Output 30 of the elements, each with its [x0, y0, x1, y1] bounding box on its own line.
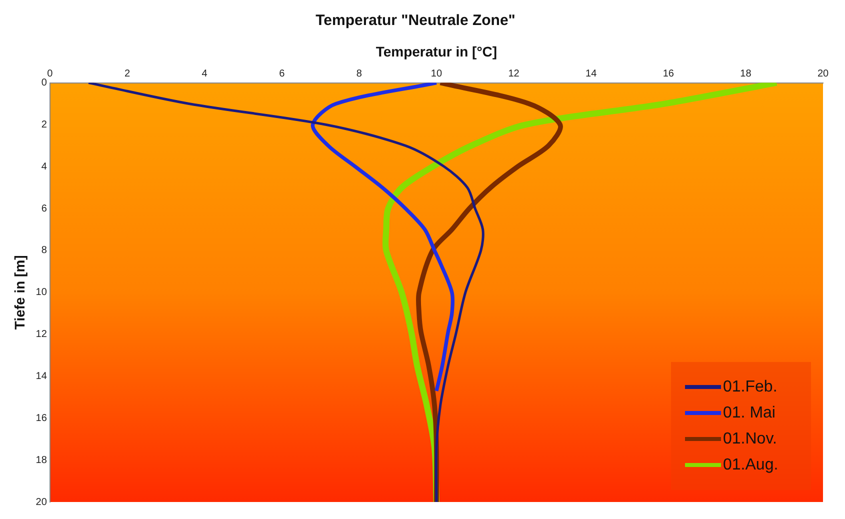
x-axis-title: Temperatur in [°C] — [376, 43, 498, 60]
legend-label: 01.Nov. — [723, 430, 777, 448]
x-tick-label: 2 — [124, 68, 130, 80]
y-tick-label: 0 — [41, 78, 48, 89]
x-tick-label: 6 — [279, 68, 286, 80]
x-tick-label: 8 — [356, 68, 362, 80]
x-tick-label: 16 — [662, 68, 674, 80]
y-tick-label: 8 — [41, 245, 48, 256]
y-tick-label: 4 — [41, 161, 48, 172]
x-tick-label: 20 — [817, 68, 829, 80]
legend-label: 01.Aug. — [723, 456, 778, 474]
y-tick-label: 14 — [36, 370, 48, 382]
y-tick-label: 20 — [36, 496, 48, 508]
y-tick-label: 6 — [41, 203, 48, 214]
x-tick-label: 18 — [740, 68, 752, 80]
x-tick-label: 14 — [586, 68, 598, 80]
y-tick-label: 12 — [36, 329, 48, 340]
y-tick-label: 18 — [36, 454, 48, 466]
chart-title: Temperatur "Neutrale Zone" — [316, 12, 516, 30]
line-series — [310, 82, 455, 393]
y-axis-title: Tiefe in [m] — [11, 255, 28, 330]
legend-label: 01.Feb. — [723, 378, 778, 396]
x-tick-label: 12 — [508, 68, 520, 80]
y-tick-label: 16 — [36, 412, 48, 424]
legend-label: 01. Mai — [723, 404, 776, 422]
y-tick-label: 10 — [36, 287, 48, 298]
x-tick-label: 10 — [430, 68, 442, 80]
line-series — [87, 82, 484, 502]
x-tick-label: 4 — [202, 68, 208, 80]
y-tick-label: 2 — [41, 119, 48, 130]
